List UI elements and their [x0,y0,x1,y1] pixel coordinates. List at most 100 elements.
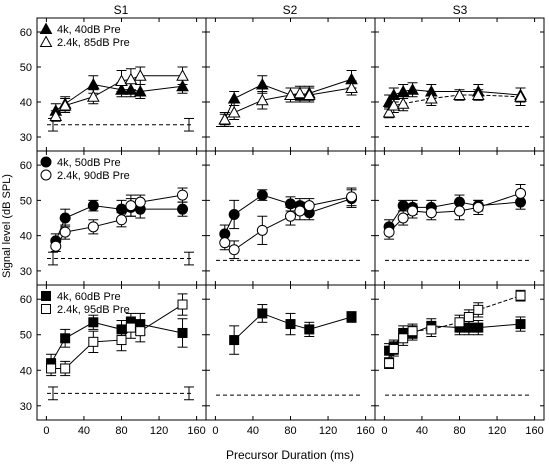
x-tick-label: 80 [115,425,127,437]
series-open-square [46,293,188,377]
data-point [87,221,99,233]
x-tick-label: 80 [284,425,296,437]
x-tick-label: 120 [488,425,506,437]
data-point [60,333,71,344]
panel-row3-s3: 0 40 80 120 160 [374,284,545,437]
legend-label: 2.4k, 95dB Pre [57,304,130,316]
y-tick-label: 60 [20,27,32,39]
series-open-triangle [49,66,189,122]
data-point [515,319,526,330]
series-open-square [384,289,526,369]
data-point [425,207,437,219]
data-point [463,311,474,322]
data-point [255,77,269,90]
series-filled-square [229,304,357,355]
data-point [177,189,189,201]
x-tick-label: 160 [525,425,543,437]
data-point [256,224,268,236]
legend-marker-open-circle [40,169,52,181]
data-point [388,343,399,354]
y-tick-label: 30 [20,266,32,278]
data-point [304,324,315,335]
y-tick-label: 30 [20,401,32,413]
data-point [398,333,409,344]
data-point [87,200,99,212]
data-point [345,81,358,93]
y-tick-label: 30 [20,132,32,144]
legend-label: 4k, 60dB Pre [57,291,121,303]
data-point [134,196,146,208]
data-point [454,205,465,217]
data-point [303,200,315,212]
legend-marker-open-triangle [39,35,53,47]
data-point [255,93,269,106]
y-tick-label: 50 [20,62,32,74]
x-tick-label: 0 [381,425,387,437]
data-point [228,244,240,256]
data-point [59,226,71,238]
data-point [86,77,100,90]
panel-row2-s3 [374,150,545,286]
data-point [453,88,466,100]
data-point [256,189,268,201]
data-point [473,322,484,333]
x-tick-label: 0 [212,425,218,437]
data-point [424,91,438,104]
data-point [49,109,63,121]
y-tick-label: 50 [20,195,32,207]
legend-label: 2.4k, 85dB Pre [57,37,130,49]
data-point [284,88,297,100]
x-tick-label: 160 [187,425,205,437]
series-open-triangle [218,80,358,126]
column-title-s2: S2 [283,3,298,17]
x-tick-label: 40 [247,425,259,437]
data-point [88,336,99,347]
data-point [227,105,241,118]
legend-marker-open-square [41,304,51,314]
data-point [383,226,395,238]
data-point [124,72,138,85]
panel-row2-s2 [205,150,376,286]
x-tick-label: 40 [78,425,90,437]
panel-frame [205,284,376,421]
x-tick-label: 160 [356,425,374,437]
data-point [514,90,527,102]
data-point [473,304,484,315]
panel-frame [374,284,545,421]
data-point [88,317,99,328]
data-point [454,317,465,328]
data-point [50,240,62,252]
threshold-error-bar [184,117,194,132]
data-point [387,98,401,111]
column-title-s1: S1 [114,3,129,17]
data-point [396,84,410,97]
data-point [227,91,241,104]
data-point [177,203,189,215]
legend-marker-filled-circle [40,156,52,168]
data-point [176,69,189,81]
data-point [125,322,136,333]
data-point [133,69,147,81]
y-tick-label: 40 [20,365,32,377]
x-tick-label: 0 [43,425,49,437]
data-point [46,363,57,374]
legend-marker-filled-square [41,291,51,301]
data-point [285,319,296,330]
x-axis-label: Precursor Duration (ms) [226,448,354,462]
data-point [472,201,484,213]
y-tick-label: 40 [20,231,32,243]
series-open-circle [50,187,189,252]
data-point [135,326,146,337]
y-tick-label: 60 [20,294,32,306]
data-point [407,326,418,337]
panel-frame [205,17,376,152]
y-tick-label: 50 [20,330,32,342]
threshold-error-bar [184,386,194,401]
